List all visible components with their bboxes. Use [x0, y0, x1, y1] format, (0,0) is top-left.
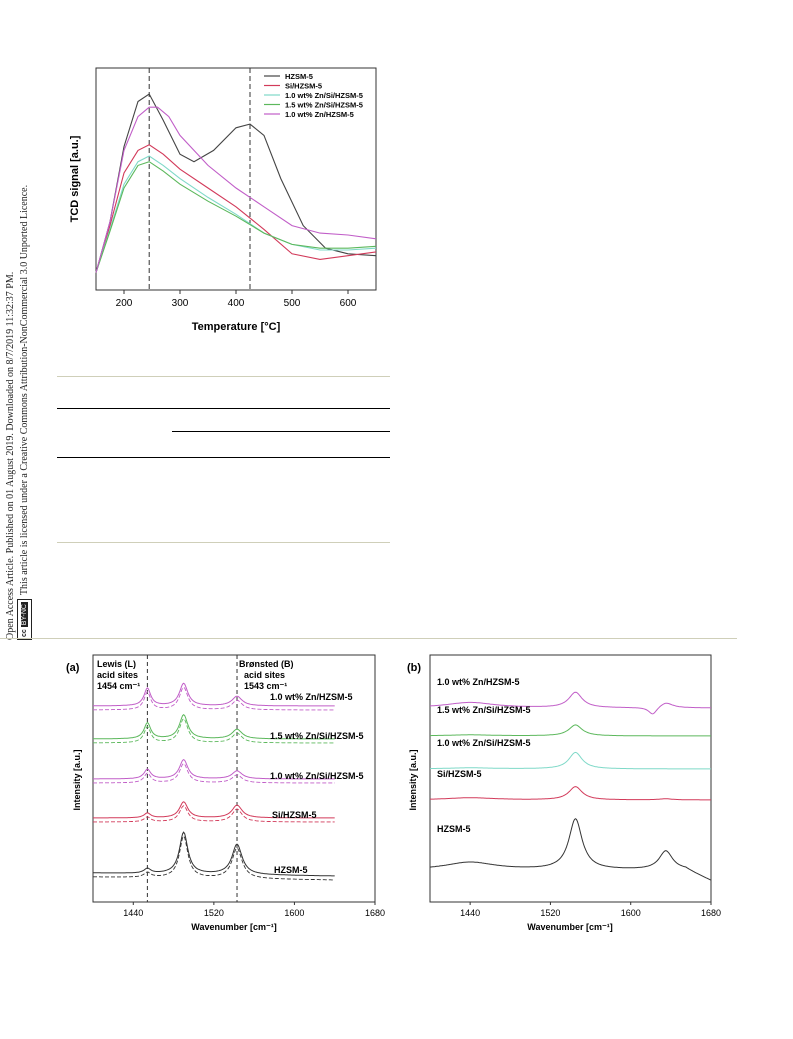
- ir-b-series-label: 1.0 wt% Zn/Si/HZSM-5: [437, 738, 531, 748]
- ir-a-series-label: 1.0 wt% Zn/Si/HZSM-5: [270, 771, 364, 781]
- tpd-legend-label: 1.0 wt% Zn/HZSM-5: [285, 110, 354, 119]
- ir-b-plot-frame: [429, 654, 712, 903]
- ir-a-x-tick-label: 1600: [284, 908, 304, 918]
- tpd-x-tick-label: 300: [172, 298, 189, 309]
- tpd-legend-label: Si/HZSM-5: [285, 82, 322, 91]
- ir-a-series-1-0-wt-zn-si-hzsm-5: [93, 758, 335, 780]
- tpd-chart: 200 300 400 500 600 HZSM-5Si/HZSM-51.0 wt% Z…: [69, 67, 377, 333]
- ir-a-series-label: 1.0 wt% Zn/HZSM-5: [270, 692, 353, 702]
- bronsted-annotation-line1: Brønsted (B): [239, 659, 294, 669]
- ir-b-series-label: 1.0 wt% Zn/HZSM-5: [437, 677, 520, 687]
- lewis-annotation-line3: 1454 cm⁻¹: [97, 681, 140, 691]
- tpd-series-hzsm-5: [95, 93, 377, 273]
- table-header-rule: [57, 408, 390, 409]
- table-subheader-rule: [172, 431, 390, 432]
- ir-b-x-tick-label: 1440: [460, 908, 480, 918]
- tpd-x-tick-label: 600: [340, 298, 357, 309]
- ir-a-x-tick-label: 1440: [123, 908, 143, 918]
- section-divider-rule: [0, 638, 737, 639]
- panel-label-b: (b): [407, 662, 421, 674]
- ir-a-series-label: HZSM-5: [274, 865, 308, 875]
- ir-a-series-dashed-hzsm-5: [93, 835, 335, 881]
- tpd-x-tick-label: 200: [116, 298, 133, 309]
- ir-b-series-label: Si/HZSM-5: [437, 769, 482, 779]
- tpd-x-tick-label: 400: [228, 298, 245, 309]
- lewis-annotation-line1: Lewis (L): [97, 659, 136, 669]
- tpd-y-axis-label: TCD signal [a.u.]: [69, 135, 81, 222]
- tpd-x-axis-label: Temperature [°C]: [192, 321, 281, 333]
- ir-b-series-si-hzsm-5: [429, 786, 711, 801]
- ir-a-y-axis-label: Intensity [a.u.]: [72, 749, 82, 810]
- ir-b-y-axis-label: Intensity [a.u.]: [408, 749, 418, 810]
- table-top-rule: [57, 376, 390, 377]
- ir-a-series-dashed-si-hzsm-5: [93, 805, 335, 823]
- ir-a-x-tick-label: 1680: [365, 908, 385, 918]
- ir-a-series-si-hzsm-5: [93, 801, 335, 819]
- panel-label-a: (a): [66, 662, 80, 674]
- table-body-rule: [57, 457, 390, 458]
- ir-a-series-1-0-wt-zn-hzsm-5: [93, 682, 335, 707]
- ir-a-series-dashed-1-0-wt-zn-hzsm-5: [93, 686, 335, 711]
- tpd-legend-label: 1.5 wt% Zn/Si/HZSM-5: [285, 101, 363, 110]
- ir-b-x-tick-label: 1600: [621, 908, 641, 918]
- tpd-series-1-5-wt-zn-si-hzsm-5: [95, 161, 377, 273]
- tpd-series-si-hzsm-5: [95, 144, 377, 273]
- bronsted-annotation-line3: 1543 cm⁻¹: [244, 681, 287, 691]
- lewis-annotation-line2: acid sites: [97, 670, 138, 680]
- tpd-legend-label: 1.0 wt% Zn/Si/HZSM-5: [285, 91, 363, 100]
- ir-b-x-axis-label: Wavenumber [cm⁻¹]: [527, 922, 612, 932]
- ir-a-series-dashed-1-5-wt-zn-si-hzsm-5: [93, 718, 335, 744]
- ir-a-series-dashed-1-0-wt-zn-si-hzsm-5: [93, 763, 335, 784]
- ir-a-series-label: Si/HZSM-5: [272, 810, 317, 820]
- ir-b-series-label: HZSM-5: [437, 824, 471, 834]
- tpd-series-1-0-wt-zn-hzsm-5: [95, 106, 377, 273]
- ir-b-x-tick-label: 1520: [540, 908, 560, 918]
- ir-a-x-axis-label: Wavenumber [cm⁻¹]: [191, 922, 276, 932]
- ir-a-x-tick-label: 1520: [204, 908, 224, 918]
- tpd-x-tick-label: 500: [284, 298, 301, 309]
- ir-b-series-1-0-wt-zn-hzsm-5: [429, 691, 711, 715]
- ir-b-series-hzsm-5: [429, 818, 712, 881]
- ir-a-series-label: 1.5 wt% Zn/Si/HZSM-5: [270, 731, 364, 741]
- table-bottom-rule: [57, 542, 390, 543]
- ir-a-series-1-5-wt-zn-si-hzsm-5: [93, 714, 335, 740]
- ir-a-series-hzsm-5: [93, 831, 335, 877]
- tpd-legend-label: HZSM-5: [285, 72, 313, 81]
- bronsted-annotation-line2: acid sites: [244, 670, 285, 680]
- ir-b-x-tick-label: 1680: [701, 908, 721, 918]
- ir-b-series-1-5-wt-zn-si-hzsm-5: [430, 724, 711, 737]
- ir-chart-a: 1440 1520 1600 1680 1.0 wt% Zn/HZSM-5 1.5 wt…: [66, 654, 385, 932]
- ir-chart-b: 1440 1520 1600 1680 1.0 wt% Zn/HZSM-5 1.5 wt…: [407, 654, 721, 932]
- tpd-series-1-0-wt-zn-si-hzsm-5: [95, 155, 377, 273]
- ir-b-series-1-0-wt-zn-si-hzsm-5: [429, 751, 711, 770]
- ir-b-series-label: 1.5 wt% Zn/Si/HZSM-5: [437, 705, 531, 715]
